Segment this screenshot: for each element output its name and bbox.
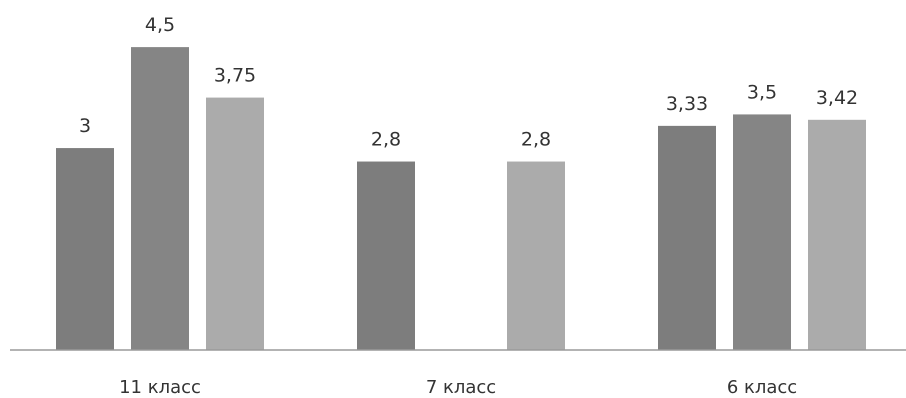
data-label-3-2: 3,5	[747, 81, 777, 103]
category-label-2: 7 класс	[426, 377, 496, 398]
category-label-1: 11 класс	[119, 377, 201, 398]
bar-1-2	[131, 47, 189, 350]
bar-3-1	[658, 125, 716, 350]
data-label-1-1: 3	[79, 115, 91, 137]
bar-1-1	[56, 148, 114, 350]
bars-group	[56, 47, 866, 350]
bar-3-3	[808, 119, 866, 350]
bar-1-3	[206, 97, 264, 350]
data-label-3-1: 3,33	[666, 93, 708, 115]
bar-3-2	[733, 114, 791, 350]
data-label-2-1: 2,8	[371, 129, 401, 151]
category-label-3: 6 класс	[727, 377, 797, 398]
data-label-2-3: 2,8	[521, 129, 551, 151]
bar-labels-group: 3 4,5 3,75 2,8 2,8 3,33 3,5 3,42	[79, 14, 858, 150]
category-labels-group: 11 класс 7 класс 6 класс	[119, 377, 797, 398]
data-label-1-3: 3,75	[214, 65, 256, 87]
bar-2-3	[507, 161, 565, 350]
data-label-3-3: 3,42	[816, 87, 858, 109]
bar-2-1	[357, 161, 415, 350]
data-label-1-2: 4,5	[145, 14, 175, 36]
